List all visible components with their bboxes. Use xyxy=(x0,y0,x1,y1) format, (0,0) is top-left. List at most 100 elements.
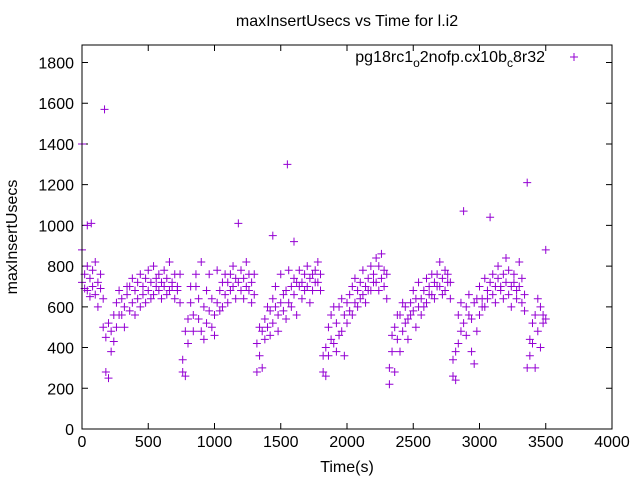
y-axis-label: maxInsertUsecs xyxy=(4,180,21,295)
data-point xyxy=(96,270,105,279)
data-point xyxy=(316,286,325,295)
data-point xyxy=(390,367,399,376)
data-point xyxy=(213,298,222,307)
data-point xyxy=(350,298,359,307)
data-point xyxy=(120,302,129,311)
data-point xyxy=(343,319,351,328)
data-point xyxy=(472,327,481,336)
data-point xyxy=(459,207,468,216)
data-point xyxy=(88,282,97,291)
data-point xyxy=(541,245,550,254)
data-point xyxy=(300,286,309,295)
data-point xyxy=(282,315,291,324)
data-point xyxy=(499,294,508,303)
data-point xyxy=(138,290,147,299)
y-tick-label: 1400 xyxy=(38,137,74,154)
data-point xyxy=(422,298,431,307)
data-point xyxy=(263,323,272,332)
data-point xyxy=(85,292,94,301)
data-point xyxy=(205,270,214,279)
data-point xyxy=(494,262,503,271)
x-tick-label: 500 xyxy=(135,434,162,451)
data-point xyxy=(226,286,235,295)
data-point xyxy=(451,347,460,356)
data-point xyxy=(284,298,293,307)
chart-title: maxInsertUsecs vs Time for l.i2 xyxy=(236,13,458,30)
data-point xyxy=(279,306,288,315)
data-point xyxy=(287,302,296,311)
data-point xyxy=(250,290,259,299)
data-point xyxy=(507,282,516,291)
data-point xyxy=(356,294,365,303)
data-point xyxy=(268,231,277,240)
data-point xyxy=(276,270,285,279)
y-tick-label: 1000 xyxy=(38,218,74,235)
data-point xyxy=(515,258,524,267)
y-tick-label: 400 xyxy=(47,341,74,358)
data-point xyxy=(199,302,208,311)
data-point xyxy=(491,298,500,307)
axis-ticks: 0 500 1000 1500 2000 2500 3000 3500 4000 0 200 400 6… xyxy=(38,45,630,451)
data-point xyxy=(268,294,277,303)
data-point xyxy=(290,237,298,246)
data-point xyxy=(207,323,216,332)
data-point xyxy=(128,298,137,307)
data-point xyxy=(213,266,222,275)
data-point xyxy=(509,278,518,287)
data-point xyxy=(502,253,510,262)
y-tick-label: 600 xyxy=(47,300,74,317)
data-point xyxy=(136,302,145,311)
data-point xyxy=(173,286,182,295)
data-point xyxy=(287,282,296,291)
data-point xyxy=(372,278,381,287)
data-point xyxy=(486,213,495,222)
data-point xyxy=(152,274,161,283)
data-point xyxy=(96,284,105,293)
x-tick-label: 1500 xyxy=(263,434,299,451)
data-point xyxy=(308,270,317,279)
data-point xyxy=(353,302,362,311)
data-point xyxy=(411,323,420,332)
data-point xyxy=(462,302,471,311)
data-points xyxy=(78,105,550,389)
data-point xyxy=(83,262,92,271)
data-point xyxy=(356,278,365,287)
data-point xyxy=(144,286,153,295)
data-point xyxy=(252,339,261,348)
y-tick-label: 200 xyxy=(47,381,74,398)
data-point xyxy=(242,258,251,267)
data-point xyxy=(441,266,450,275)
data-point xyxy=(91,290,100,299)
data-point xyxy=(369,270,378,279)
data-point xyxy=(215,286,224,295)
plot-frame xyxy=(81,44,613,430)
data-point xyxy=(133,294,142,303)
data-point xyxy=(520,306,529,315)
data-point xyxy=(441,286,450,295)
data-point xyxy=(350,274,359,283)
data-point xyxy=(308,286,317,295)
x-tick-label: 2500 xyxy=(395,434,431,451)
data-point xyxy=(366,262,375,271)
data-point xyxy=(112,323,121,332)
data-point xyxy=(366,286,375,295)
data-point xyxy=(170,294,179,303)
data-point xyxy=(382,270,391,279)
data-point xyxy=(205,306,214,315)
data-point xyxy=(133,278,142,287)
data-point xyxy=(388,331,397,340)
data-point xyxy=(335,302,344,311)
data-point xyxy=(536,343,545,352)
data-point xyxy=(438,274,447,283)
data-point xyxy=(419,286,428,295)
data-point xyxy=(372,253,381,262)
data-point xyxy=(120,323,129,332)
data-point xyxy=(414,278,423,287)
data-point xyxy=(242,282,251,291)
data-point xyxy=(274,310,283,319)
data-point xyxy=(504,290,513,299)
data-point xyxy=(88,266,97,275)
data-point xyxy=(260,335,269,344)
data-point xyxy=(358,266,367,275)
